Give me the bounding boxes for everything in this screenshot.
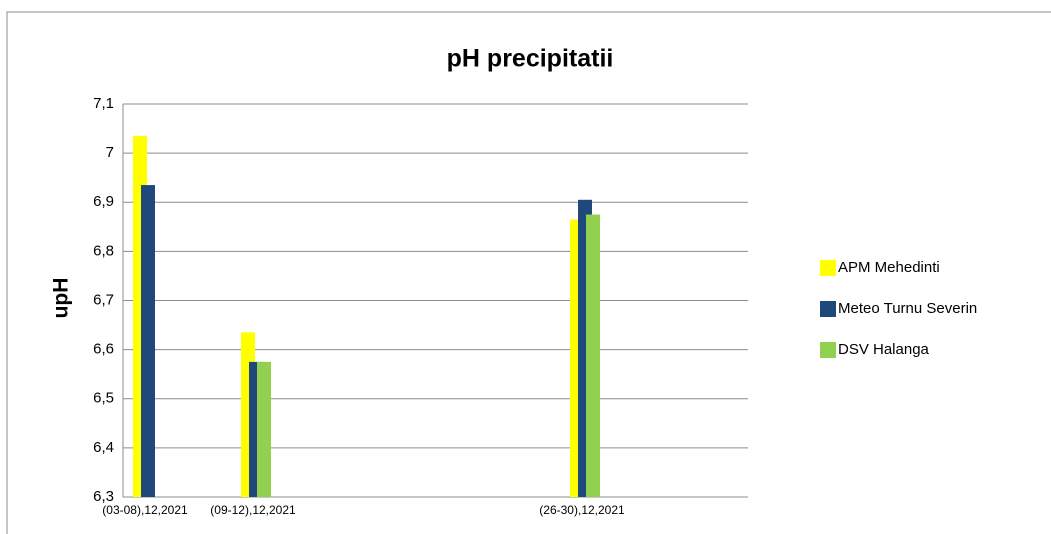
legend-swatch [820,301,836,317]
y-tick-label: 6,3 [93,488,114,505]
y-tick-label: 6,7 [93,291,114,308]
y-tick-label: 6,8 [93,242,114,259]
y-tick-label: 7 [106,144,114,161]
y-tick-label: 6,6 [93,341,114,358]
x-tick-label: (03-08),12,2021 [102,503,188,517]
legend-label: APM Mehedinti [838,259,940,276]
bar [586,214,600,497]
chart-title: pH precipitatii [447,45,614,73]
legend-swatch [820,342,836,358]
bar [257,361,271,497]
y-axis-label: upH [50,278,73,319]
chart-frame [6,11,1051,534]
bar [141,185,155,497]
legend-swatch [820,260,836,276]
x-tick-label: (09-12),12,2021 [210,503,296,517]
y-tick-label: 7,1 [93,95,114,112]
y-tick-label: 6,4 [93,439,114,456]
legend-label: DSV Halanga [838,341,930,358]
legend-label: Meteo Turnu Severin [838,300,977,317]
y-tick-label: 6,9 [93,193,114,210]
y-tick-label: 6,5 [93,390,114,407]
x-tick-label: (26-30),12,2021 [539,503,625,517]
